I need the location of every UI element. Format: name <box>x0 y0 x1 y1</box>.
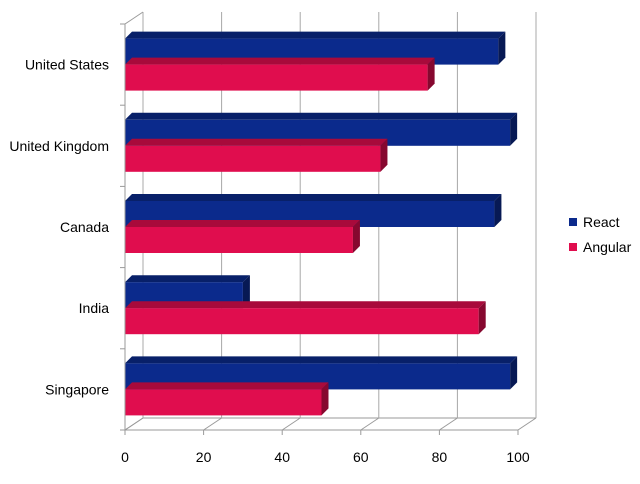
bar-side-face <box>352 220 360 253</box>
bar-front-face <box>125 145 381 172</box>
bar-top-face <box>125 31 506 39</box>
x-tick-label: 100 <box>506 449 530 465</box>
x-tick-label: 0 <box>121 449 129 465</box>
bar-angular-united-states <box>125 57 435 91</box>
x-tick-label: 40 <box>274 449 290 465</box>
bar-top-face <box>125 275 250 283</box>
legend-item-angular: Angular <box>569 239 632 255</box>
floor-tick-line <box>517 417 537 431</box>
floor-tick-line <box>203 417 222 431</box>
x-tick-label: 60 <box>353 449 369 465</box>
bar-angular-united-kingdom <box>125 138 388 172</box>
bar-side-face <box>321 382 329 416</box>
bar-side-face <box>510 112 518 146</box>
legend-swatch <box>569 218 577 226</box>
bar-top-face <box>125 112 518 120</box>
floor-tick-line <box>281 417 301 431</box>
floor-tick-line <box>124 417 144 431</box>
bar-side-face <box>478 301 486 335</box>
category-label: Canada <box>60 219 109 235</box>
category-label: United Kingdom <box>9 138 109 154</box>
legend-item-react: React <box>569 214 620 230</box>
bar-top-face <box>125 194 502 201</box>
bar-top-face <box>125 382 329 390</box>
bar-front-face <box>125 227 353 253</box>
bar-angular-canada <box>125 220 360 253</box>
bar-top-face <box>125 138 388 146</box>
bar-top-face <box>125 301 486 309</box>
bar-side-face <box>510 356 518 390</box>
category-label: India <box>79 300 110 316</box>
x-tick-label: 20 <box>196 449 212 465</box>
bar-front-face <box>125 64 428 91</box>
bar-side-face <box>498 31 506 65</box>
category-label: Singapore <box>45 381 109 397</box>
bar-side-face <box>427 57 435 91</box>
bar-top-face <box>125 57 435 65</box>
x-tick-label: 80 <box>432 449 448 465</box>
floor-tick-line <box>439 417 458 431</box>
category-label: United States <box>25 57 109 73</box>
bar-top-face <box>125 356 518 364</box>
legend-label: Angular <box>583 239 632 255</box>
bar-side-face <box>494 194 502 227</box>
bar-front-face <box>125 389 322 416</box>
legend-label: React <box>583 214 620 230</box>
floor-tick-line <box>360 417 380 431</box>
bar-side-face <box>380 138 388 172</box>
bars <box>125 31 518 416</box>
legend: React Angular <box>569 214 632 255</box>
wall-top-edge <box>124 11 144 25</box>
bar-top-face <box>125 220 360 227</box>
axes: United States United Kingdom Canada India Si… <box>9 23 530 465</box>
bar-angular-singapore <box>125 382 329 416</box>
bar-angular-india <box>125 301 486 335</box>
legend-swatch <box>569 243 577 251</box>
bar-side-face <box>242 275 250 309</box>
bar-front-face <box>125 308 479 335</box>
